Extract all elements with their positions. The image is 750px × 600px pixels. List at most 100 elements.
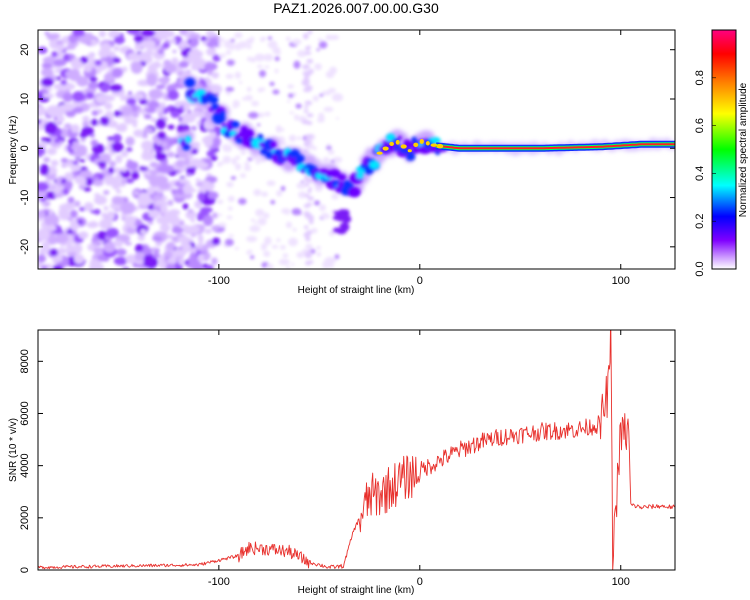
noise-blob [70, 59, 83, 70]
noise-blob [188, 208, 194, 214]
ridge-blob [397, 135, 403, 140]
noise-blob [328, 230, 336, 237]
noise-blob [182, 184, 194, 195]
ridge-blob [337, 173, 347, 181]
noise-blob [79, 206, 86, 212]
noise-blob [167, 199, 174, 206]
noise-blob [113, 45, 120, 52]
noise-blob [38, 181, 50, 192]
spectrogram-y-tick-label: -10 [19, 190, 31, 206]
noise-blob [99, 218, 113, 230]
noise-blob [39, 141, 48, 148]
noise-blob [55, 44, 66, 51]
noise-blob [90, 118, 99, 126]
noise-blob [145, 50, 153, 57]
ridge-blob [260, 148, 268, 155]
noise-blob [74, 149, 82, 157]
noise-blob [115, 154, 123, 164]
noise-blob [245, 38, 254, 45]
noise-blob [127, 159, 132, 163]
noise-blob [89, 259, 101, 266]
noise-blob [131, 111, 140, 118]
noise-blob [124, 241, 132, 246]
noise-blob [189, 252, 197, 260]
noise-blob [76, 76, 89, 87]
noise-blob [314, 63, 322, 71]
noise-blob [115, 248, 127, 256]
noise-blob [64, 227, 69, 231]
noise-blob [97, 230, 108, 241]
noise-blob [99, 153, 112, 164]
noise-blob [247, 249, 253, 255]
noise-blob [286, 265, 290, 269]
noise-blob [314, 184, 323, 192]
noise-blob [202, 214, 214, 227]
noise-blob [126, 147, 133, 152]
noise-blob [60, 209, 70, 218]
noise-blob [73, 243, 83, 255]
noise-blob [92, 179, 104, 187]
noise-blob [205, 30, 216, 37]
ridge-blob [208, 95, 219, 104]
figure-title: PAZ1.2026.007.00.00.G30 [273, 0, 439, 16]
spectrogram-y-axis-label: Frequency (Hz) [8, 116, 19, 185]
noise-blob [253, 188, 262, 196]
noise-blob [139, 166, 149, 171]
noise-blob [108, 167, 115, 174]
noise-blob [62, 102, 74, 112]
spectrogram-y-tick-label: 0 [19, 145, 31, 151]
ridge-hot-blob [425, 141, 430, 146]
noise-blob [80, 137, 86, 143]
noise-blob [238, 81, 243, 84]
noise-blob [327, 149, 335, 155]
noise-blob [59, 128, 68, 138]
noise-blob [296, 251, 305, 259]
spectrogram-x-tick-label: -100 [208, 275, 230, 287]
noise-blob [162, 195, 168, 201]
noise-blob [160, 206, 168, 212]
noise-blob [97, 161, 107, 167]
noise-blob [43, 156, 51, 163]
noise-blob [146, 73, 158, 87]
noise-blob [260, 39, 265, 43]
noise-blob [115, 124, 125, 132]
noise-blob [99, 116, 110, 126]
noise-blob [178, 258, 185, 266]
spectrogram-x-tick-label: 100 [612, 275, 630, 287]
noise-blob [285, 221, 292, 229]
noise-blob [121, 150, 129, 158]
band-blob [303, 33, 308, 38]
noise-blob [261, 87, 265, 92]
noise-blob [82, 115, 90, 122]
noise-blob [38, 228, 50, 241]
spectrogram-frame [37, 29, 676, 270]
noise-blob [98, 48, 110, 58]
noise-blob [246, 235, 258, 243]
ridge-blob [245, 129, 255, 138]
noise-blob [157, 165, 172, 173]
noise-blob [188, 33, 201, 41]
noise-blob [148, 209, 160, 219]
band-blob [307, 252, 312, 257]
noise-blob [232, 105, 237, 109]
noise-blob [124, 178, 135, 184]
noise-blob [155, 84, 166, 90]
noise-blob [157, 48, 165, 55]
band-blob [305, 177, 310, 181]
noise-blob [175, 159, 186, 168]
noise-blob [244, 161, 250, 166]
noise-blob [43, 213, 60, 227]
noise-blob [168, 137, 176, 143]
noise-blob [134, 251, 145, 261]
noise-blob [67, 216, 73, 222]
ridge-hot-blob [400, 144, 407, 149]
snr-y-tick-label: 8000 [19, 349, 31, 373]
snr-y-tick-label: 0 [19, 567, 31, 573]
noise-blob [225, 86, 235, 92]
noise-blob [65, 172, 74, 182]
ridge-branch-blob [333, 227, 342, 233]
noise-blob [113, 256, 128, 266]
noise-blob [229, 45, 235, 51]
